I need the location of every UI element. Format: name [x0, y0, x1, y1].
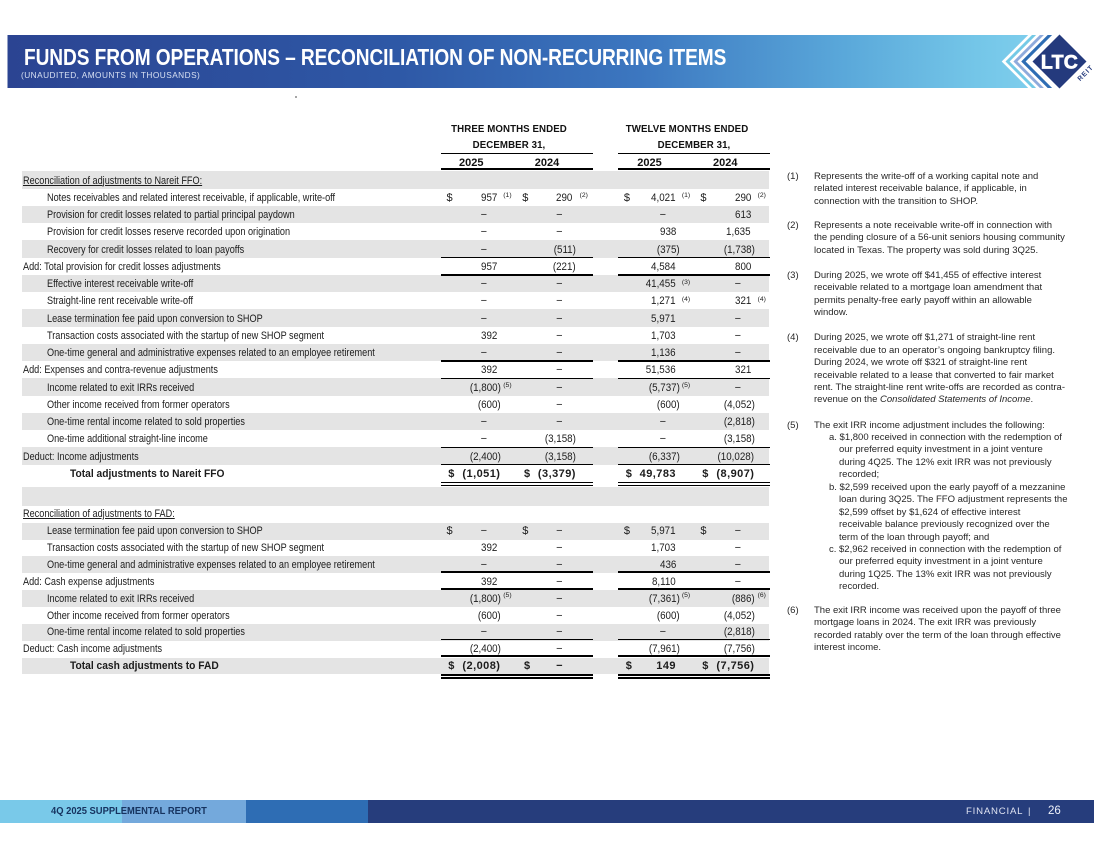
svg-text:LTC: LTC — [1041, 52, 1078, 74]
